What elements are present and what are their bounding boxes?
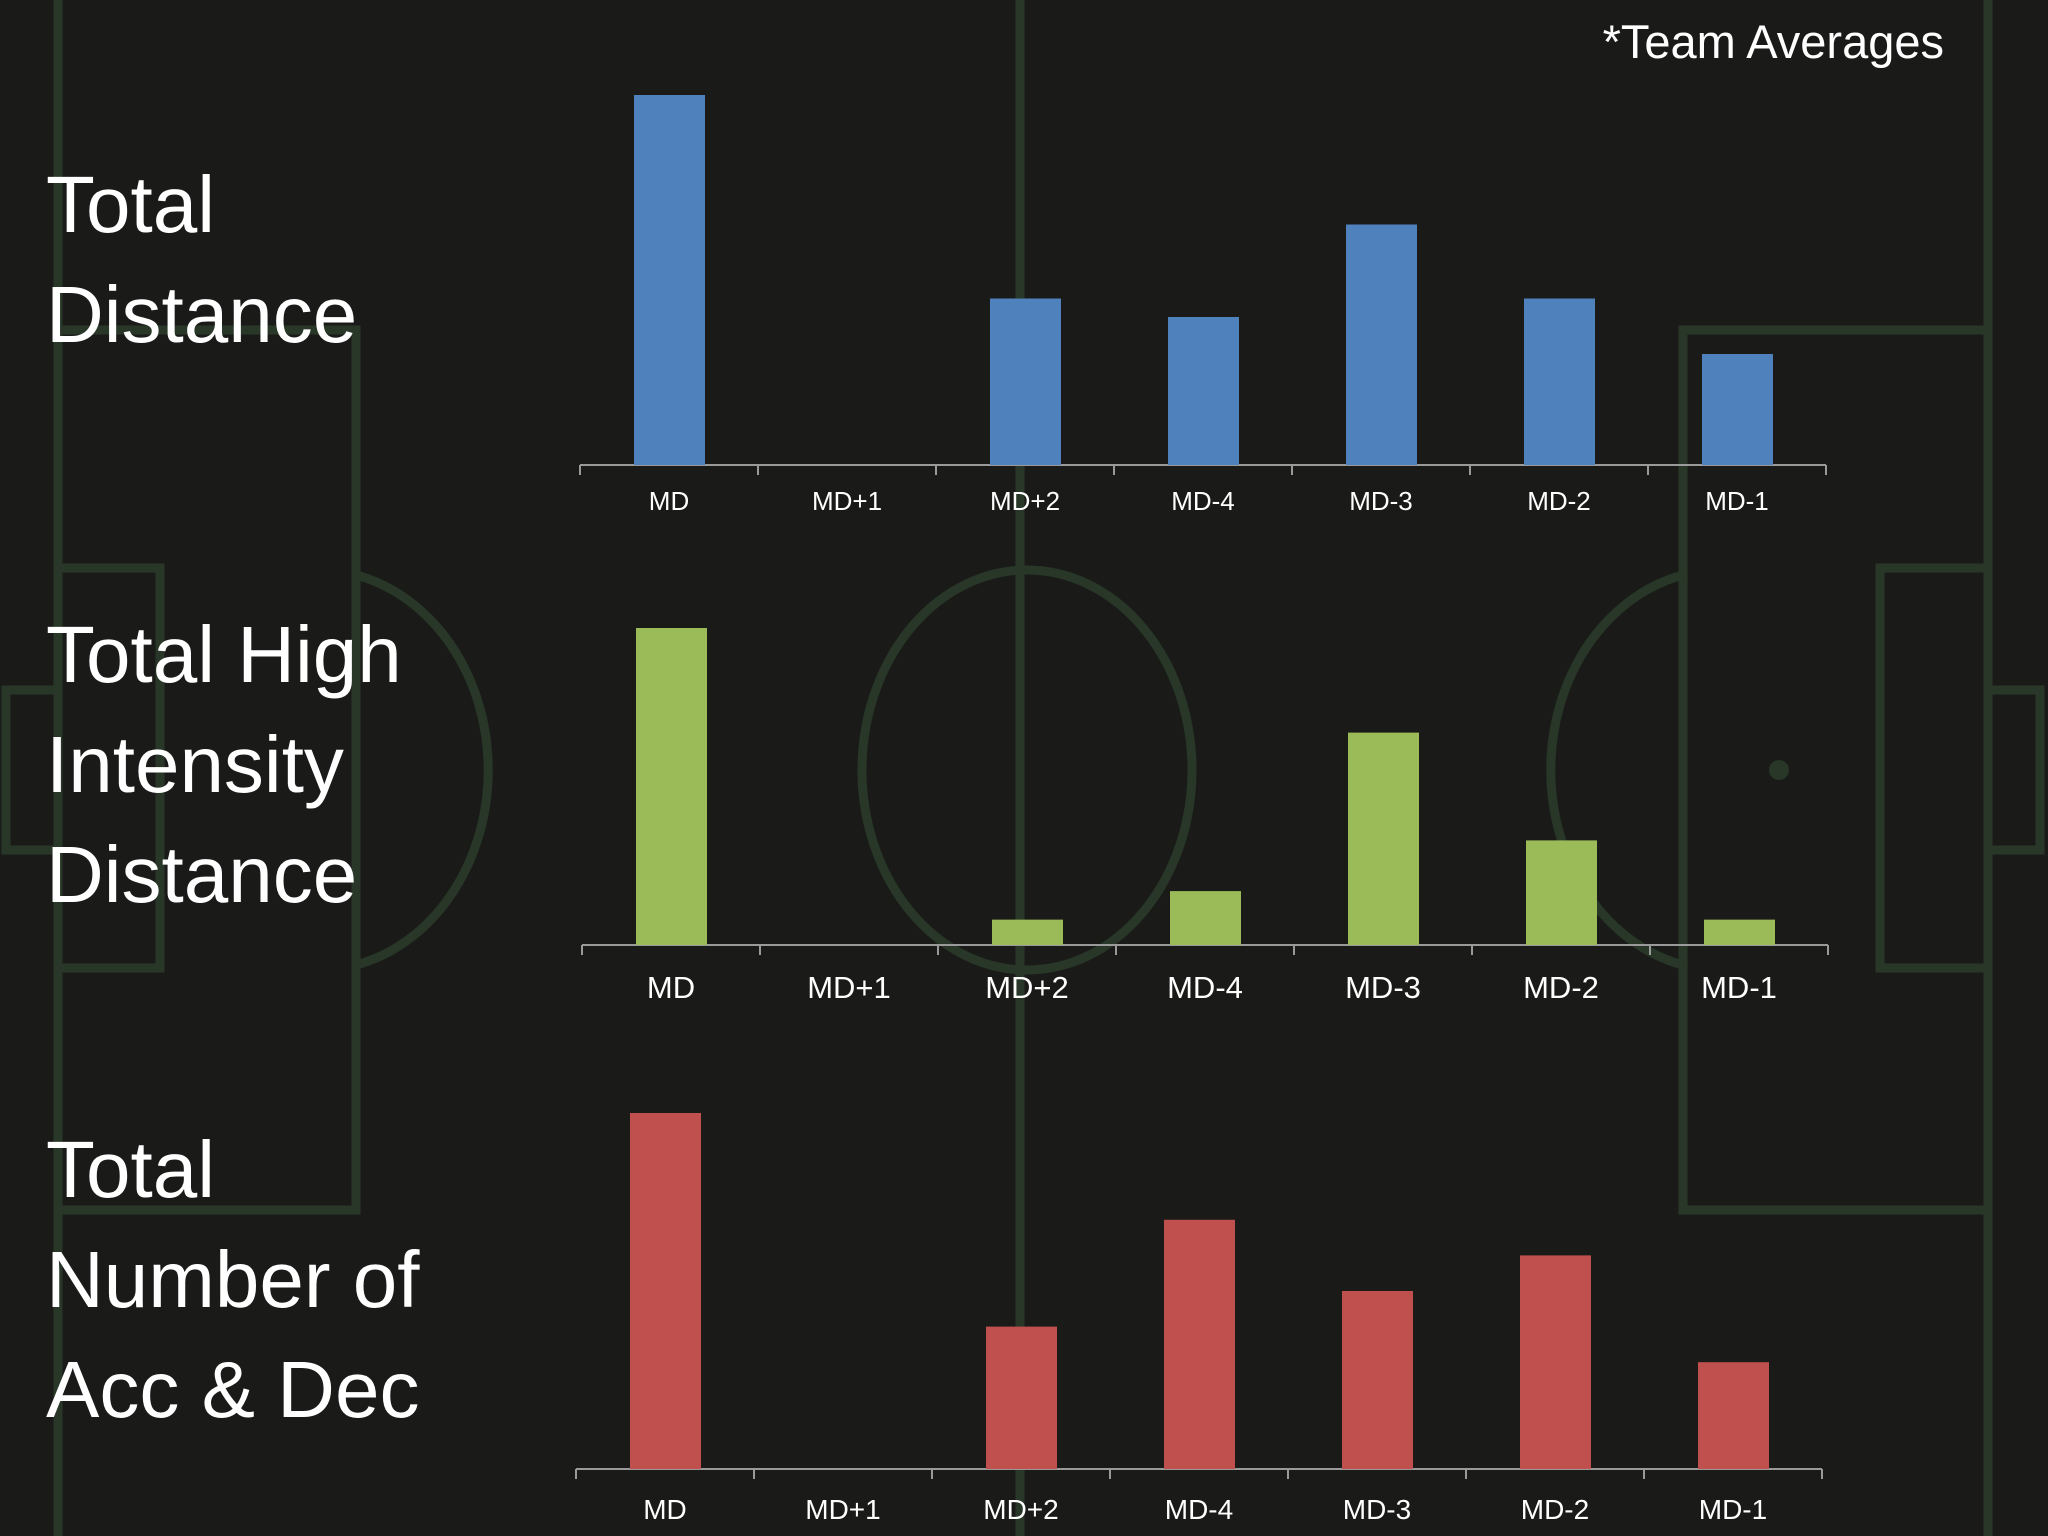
x-tick-label-md-4: MD-4 [1167,970,1243,1005]
x-tick-label-md-2: MD-2 [1527,486,1591,516]
bar-md-2 [1524,298,1595,465]
x-tick-label-md-1: MD-1 [1699,1494,1767,1525]
bar-md-3 [1346,224,1417,465]
bar-md [636,628,707,945]
x-tick-label-md-2: MD-2 [1521,1494,1589,1525]
bar-md-4 [1170,891,1241,945]
x-tick-label-md-4: MD-4 [1171,486,1235,516]
x-tick-label-md: MD [647,970,695,1005]
team-averages-note: *Team Averages [1602,15,1944,68]
bar-md-plus-2 [992,919,1063,945]
x-tick-label-md-plus-2: MD+2 [983,1494,1058,1525]
title-total-distance: Total Distance [46,160,358,359]
bar-md [634,95,705,465]
title-total-high-intensity-distance: Total High Intensity Distance [46,610,402,919]
x-tick-label-md-plus-1: MD+1 [812,486,882,516]
bar-md-1 [1698,1362,1769,1469]
x-tick-label-md-1: MD-1 [1705,486,1769,516]
x-tick-label-md: MD [643,1494,687,1525]
x-tick-label-md-3: MD-3 [1343,1494,1411,1525]
x-tick-label-md-4: MD-4 [1165,1494,1233,1525]
bar-md-4 [1168,317,1239,465]
bar-md-3 [1342,1291,1413,1469]
x-tick-label-md: MD [649,486,689,516]
x-tick-label-md-3: MD-3 [1349,486,1413,516]
x-tick-label-md-plus-2: MD+2 [985,970,1069,1005]
x-tick-label-md-1: MD-1 [1701,970,1777,1005]
bar-md-1 [1704,919,1775,945]
x-tick-label-md-plus-2: MD+2 [990,486,1060,516]
bar-md-3 [1348,732,1419,945]
bar-md-plus-2 [990,298,1061,465]
bar-md [630,1113,701,1469]
x-tick-label-md-plus-1: MD+1 [805,1494,880,1525]
x-tick-label-md-plus-1: MD+1 [807,970,891,1005]
title-total-acc-dec: Total Number of Acc & Dec [46,1125,420,1434]
x-tick-label-md-2: MD-2 [1523,970,1599,1005]
bar-md-2 [1526,840,1597,945]
x-tick-label-md-3: MD-3 [1345,970,1421,1005]
bar-md-plus-2 [986,1326,1057,1469]
bar-md-4 [1164,1219,1235,1469]
bar-md-1 [1702,354,1773,465]
bar-md-2 [1520,1255,1591,1469]
